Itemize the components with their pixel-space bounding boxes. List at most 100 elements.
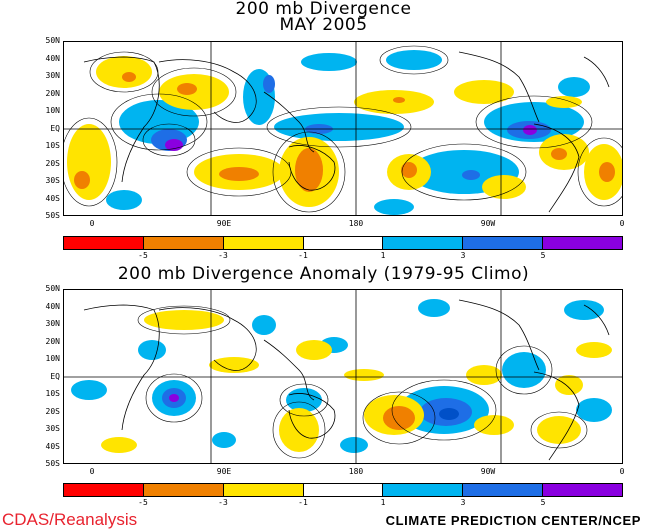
negative-anomaly: [279, 408, 319, 452]
positive-region: [462, 170, 480, 180]
negative-region: [354, 90, 434, 114]
lon-label: 90W: [480, 467, 496, 476]
lat-label: EQ: [50, 371, 60, 381]
lat-label: 20S: [45, 158, 60, 168]
credit-cpc: CLIMATE PREDICTION CENTER/NCEP: [385, 513, 641, 528]
colorbar-segment: [543, 237, 623, 249]
positive-anomaly: [252, 315, 276, 335]
top-divergence-map: [63, 41, 623, 216]
colorbar-segment: [223, 237, 304, 249]
lon-label: 90W: [480, 219, 496, 228]
colorbar-tick-label: -3: [218, 251, 228, 260]
positive-region: [263, 75, 275, 93]
positive-anomaly: [138, 340, 166, 360]
colorbar-segment: [143, 484, 224, 496]
positive-anomaly: [71, 380, 107, 400]
positive-anomaly: [502, 352, 546, 388]
lat-label: 30N: [45, 71, 60, 80]
positive-anomaly: [340, 437, 368, 453]
lat-label: 20N: [45, 88, 60, 98]
credit-cdas: CDAS/Reanalysis: [2, 510, 138, 529]
negative-anomaly: [101, 437, 137, 453]
top-subtitle: MAY 2005: [279, 15, 368, 35]
lat-label: 40N: [45, 301, 60, 311]
lat-label: 40S: [45, 193, 60, 203]
colorbar-tick-label: -5: [138, 498, 148, 507]
colorbar-segment: [463, 237, 544, 249]
positive-anomaly: [286, 388, 322, 412]
colorbar-segment: [64, 237, 144, 249]
lat-label: 50S: [45, 459, 60, 468]
lat-label: 10S: [45, 389, 60, 398]
lon-label: 0: [89, 219, 95, 228]
lon-label: 180: [348, 219, 364, 228]
coastlines: [83, 51, 610, 213]
negative-anomaly: [474, 415, 514, 435]
colorbar-tick-label: 3: [460, 498, 466, 507]
lat-label: EQ: [50, 123, 60, 133]
positive-anomaly: [439, 408, 459, 420]
lon-label: 0: [619, 219, 625, 228]
colorbar-segment: [143, 237, 224, 249]
colorbar-segment: [303, 237, 384, 249]
positive-region: [386, 50, 442, 70]
colorbar-segment: [64, 484, 144, 496]
negative-region: [219, 167, 259, 181]
colorbar-tick-label: -5: [138, 251, 148, 260]
negative-region: [599, 162, 615, 182]
contour-lines: [64, 45, 622, 213]
colorbar-segment: [303, 484, 384, 496]
colorbar-segment: [463, 484, 544, 496]
lat-label: 30S: [45, 176, 60, 185]
grid-lines: [64, 42, 622, 215]
negative-region: [67, 124, 111, 200]
negative-anomaly: [296, 340, 332, 360]
negative-region: [482, 175, 526, 199]
negative-region: [177, 83, 197, 95]
lat-label: 40S: [45, 441, 60, 451]
positive-region: [301, 53, 357, 71]
negative-region: [551, 148, 567, 160]
positive-region: [558, 77, 590, 97]
lat-label: 10N: [45, 106, 60, 115]
positive-anomaly: [418, 299, 450, 317]
negative-anomaly: [144, 310, 224, 330]
positive-region: [165, 139, 183, 151]
colorbar-tick-label: 5: [540, 251, 546, 260]
negative-region: [122, 72, 136, 82]
top-title: 200 mb Divergence: [235, 0, 412, 19]
bottom-title: 200 mb Divergence Anomaly (1979-95 Climo…: [117, 264, 530, 284]
colorbar-tick-label: -3: [218, 498, 228, 507]
bottom-anomaly-map: [63, 289, 623, 464]
positive-region: [274, 113, 404, 141]
colorbar-segment: [543, 484, 623, 496]
colorbar-tick-label: -1: [298, 251, 308, 260]
negative-anomaly: [209, 357, 259, 373]
positive-region: [374, 199, 414, 215]
negative-anomaly: [466, 365, 502, 385]
lat-label: 20S: [45, 406, 60, 416]
negative-anomaly: [537, 416, 581, 444]
colorbar-tick-label: 5: [540, 498, 546, 507]
lat-label: 50S: [45, 211, 60, 220]
bottom-colorbar: [63, 483, 623, 497]
negative-region: [96, 56, 152, 88]
negative-region: [295, 148, 323, 192]
lat-label: 30N: [45, 319, 60, 328]
colorbar-tick-label: -1: [298, 498, 308, 507]
negative-anomaly: [344, 369, 384, 381]
negative-region: [546, 96, 582, 108]
colorbar-segment: [223, 484, 304, 496]
lat-label: 10N: [45, 354, 60, 363]
positive-anomaly: [212, 432, 236, 448]
negative-anomaly: [383, 406, 415, 430]
bottom-map-svg: [64, 290, 622, 463]
colorbar-segment: [383, 237, 464, 249]
lat-label: 50N: [45, 36, 60, 45]
negative-region: [74, 171, 90, 189]
negative-anomaly: [555, 375, 583, 395]
colorbar-tick-label: 3: [460, 251, 466, 260]
positive-anomaly: [564, 300, 604, 320]
lon-label: 0: [619, 467, 625, 476]
